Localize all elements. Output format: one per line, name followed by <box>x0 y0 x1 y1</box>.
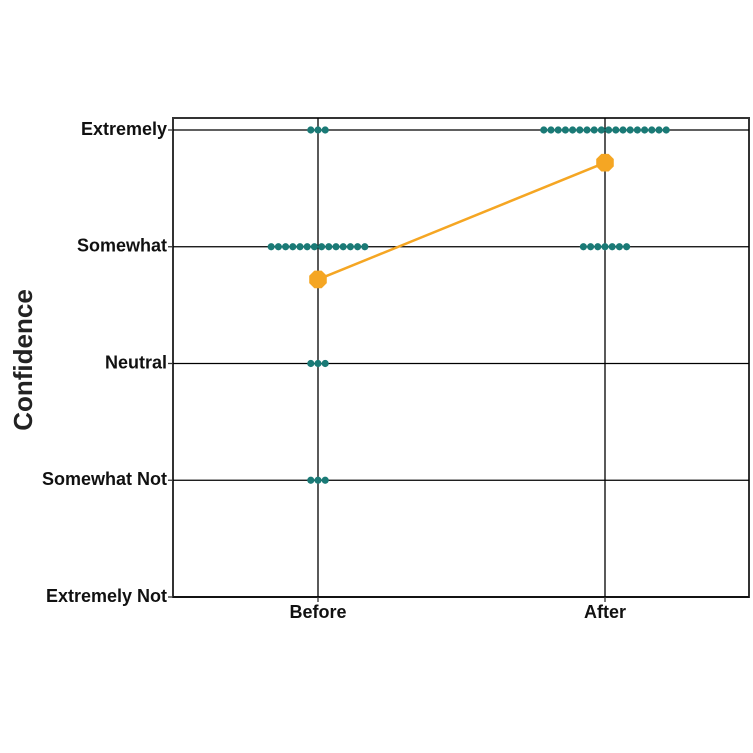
data-dot <box>361 243 369 251</box>
y-tick-labels: Extremely Not Somewhat Not Neutral Somewhat… <box>42 119 167 606</box>
data-dot <box>325 243 333 251</box>
data-dot <box>289 243 297 251</box>
data-dot <box>615 243 624 251</box>
data-dot <box>314 476 322 484</box>
data-dot <box>648 126 656 134</box>
vertical-gridlines <box>317 118 606 602</box>
y-tick-label: Somewhat Not <box>42 469 167 489</box>
data-dot <box>282 243 290 251</box>
y-tick-label: Extremely Not <box>46 586 167 606</box>
mean-line-series <box>309 153 614 289</box>
data-dot <box>587 243 595 251</box>
data-dot <box>623 243 631 251</box>
data-dot <box>579 243 588 251</box>
y-axis-title: Confidence <box>8 289 38 431</box>
data-dot <box>296 243 304 251</box>
data-dot <box>307 126 315 134</box>
data-dot <box>633 126 642 134</box>
data-dot <box>540 126 548 134</box>
data-dot <box>619 126 627 134</box>
data-dot <box>576 126 584 134</box>
x-tick-label: After <box>584 602 626 622</box>
data-dot <box>310 243 318 251</box>
data-dot <box>354 243 362 251</box>
data-dot <box>274 243 282 251</box>
data-dot <box>594 243 602 251</box>
data-dot <box>662 126 670 134</box>
plot-frame <box>172 117 750 598</box>
data-dot <box>597 126 606 134</box>
x-tick-label: Before <box>289 602 346 622</box>
data-dot <box>608 243 616 251</box>
data-dot <box>605 126 613 134</box>
data-dot <box>307 359 315 368</box>
data-dot <box>303 243 311 251</box>
data-dot <box>332 243 340 251</box>
data-dot <box>318 243 326 251</box>
data-dot <box>626 126 634 134</box>
data-dot <box>339 243 347 251</box>
data-dot <box>307 476 315 484</box>
data-dot <box>346 243 354 251</box>
y-tick-label: Extremely <box>81 119 167 139</box>
data-dot <box>612 126 620 134</box>
mean-marker <box>596 153 614 172</box>
data-dot <box>321 359 329 368</box>
data-dot <box>561 126 570 134</box>
response-dots <box>267 126 670 484</box>
data-dot <box>547 126 555 134</box>
y-tick-label: Neutral <box>105 352 167 372</box>
data-dot <box>583 126 591 134</box>
data-dot <box>655 126 663 134</box>
data-dot <box>601 243 609 251</box>
data-dot <box>554 126 562 134</box>
data-dot <box>314 359 322 368</box>
data-dot <box>314 126 322 134</box>
y-tick-label: Somewhat <box>77 236 167 256</box>
mean-line <box>317 161 606 281</box>
data-dot <box>641 126 649 134</box>
mean-marker <box>309 270 327 289</box>
data-dot <box>267 243 275 251</box>
x-tick-labels: Before After <box>289 602 626 622</box>
data-dot <box>321 476 329 484</box>
data-dot <box>590 126 598 134</box>
data-dot <box>569 126 577 134</box>
data-dot <box>321 126 329 134</box>
